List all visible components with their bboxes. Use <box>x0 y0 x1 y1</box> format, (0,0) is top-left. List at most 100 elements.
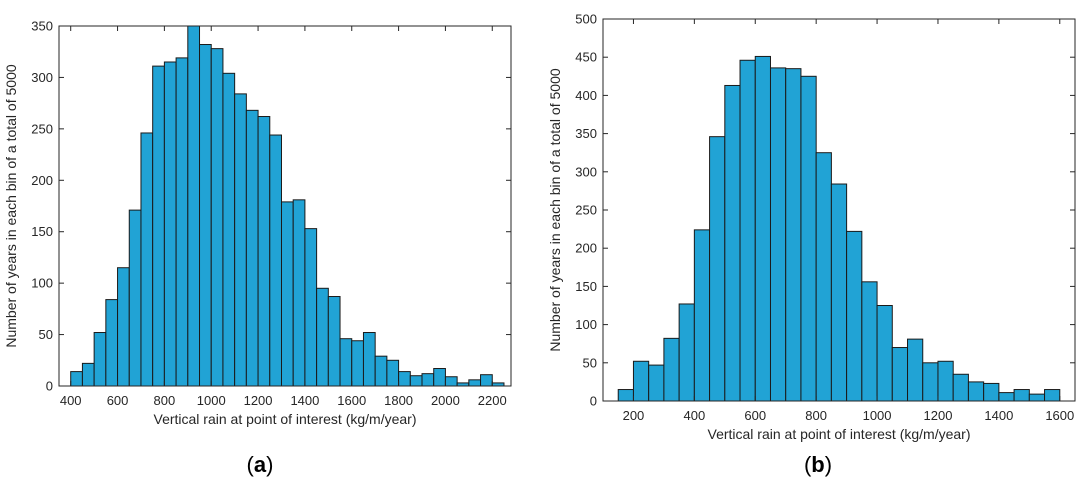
bar-b-28 <box>1044 389 1061 402</box>
x-tick-label-a-5: 1400 <box>290 393 319 408</box>
bar-a-10 <box>187 25 201 387</box>
bar-b-15 <box>846 230 863 402</box>
panel-label-a-open: ( <box>247 452 255 477</box>
bar-b-5 <box>693 229 711 402</box>
bar-a-32 <box>444 376 458 387</box>
y-tick-label-a-4: 200 <box>31 173 53 188</box>
x-axis-label-a: Vertical rain at point of interest (kg/m… <box>154 411 417 427</box>
y-tick-label-b-9: 450 <box>575 50 597 65</box>
x-tick-label-b-1: 400 <box>684 408 706 423</box>
bar-a-13 <box>222 72 236 387</box>
panel-label-a-letter: a <box>254 452 267 477</box>
bar-a-21 <box>316 287 329 387</box>
bar-a-34 <box>468 379 482 387</box>
bar-b-27 <box>1028 393 1046 402</box>
y-tick-label-a-6: 300 <box>31 70 53 85</box>
y-tick-label-b-6: 300 <box>575 164 597 179</box>
y-axis-label-b: Number of years in each bin of a total o… <box>547 68 563 351</box>
bar-b-17 <box>876 305 893 402</box>
panel-label-b: (b) <box>804 452 832 477</box>
bar-b-3 <box>663 337 680 402</box>
bar-a-25 <box>362 332 376 387</box>
y-tick-label-b-0: 0 <box>590 394 597 409</box>
y-axis-label-a: Number of years in each bin of a total o… <box>3 64 19 347</box>
panel-label-b-letter: b <box>811 452 824 477</box>
x-tick-label-a-1: 600 <box>107 393 129 408</box>
bar-b-6 <box>709 136 726 402</box>
bar-a-1 <box>81 362 95 387</box>
y-tick-label-a-1: 50 <box>39 327 53 342</box>
bar-a-26 <box>374 355 388 387</box>
x-axis-label-b: Vertical rain at point of interest (kg/m… <box>708 426 971 442</box>
bar-a-18 <box>280 201 294 387</box>
axes-frame-a <box>58 25 512 387</box>
bar-b-8 <box>739 59 756 402</box>
x-tick-label-a-9: 2200 <box>478 393 507 408</box>
y-tick-label-b-3: 150 <box>575 279 597 294</box>
bar-a-9 <box>175 57 189 387</box>
y-tick-label-a-2: 100 <box>31 276 53 291</box>
bar-a-28 <box>398 371 411 387</box>
x-tick-label-b-5: 1200 <box>924 408 953 423</box>
y-tick-label-b-8: 400 <box>575 88 597 103</box>
bar-b-18 <box>891 347 909 402</box>
bar-a-20 <box>304 228 318 387</box>
bar-b-21 <box>937 360 954 402</box>
bar-b-7 <box>724 84 741 402</box>
y-tick-label-b-5: 250 <box>575 203 597 218</box>
bar-a-11 <box>199 44 212 387</box>
x-tick-label-a-3: 1000 <box>197 393 226 408</box>
bar-a-30 <box>421 373 435 387</box>
bar-a-31 <box>433 368 446 387</box>
bar-b-16 <box>861 281 878 402</box>
bar-b-11 <box>785 68 802 402</box>
panel-label-b-close: ) <box>825 452 832 477</box>
y-tick-label-a-7: 350 <box>31 19 53 34</box>
bar-a-27 <box>386 359 400 387</box>
bar-b-14 <box>830 183 848 402</box>
bar-a-19 <box>292 199 306 387</box>
panel-label-a-close: ) <box>266 452 273 477</box>
x-tick-label-b-7: 1600 <box>1045 408 1074 423</box>
bar-a-2 <box>93 332 107 387</box>
bar-b-13 <box>815 152 832 402</box>
bar-a-24 <box>351 340 364 387</box>
bar-b-9 <box>754 55 771 402</box>
bar-a-29 <box>409 375 423 387</box>
bar-a-16 <box>257 116 271 387</box>
bar-a-7 <box>152 65 165 387</box>
x-tick-label-b-3: 800 <box>805 408 827 423</box>
bar-b-2 <box>648 364 665 402</box>
bar-a-0 <box>70 371 83 387</box>
bar-b-24 <box>983 382 1000 402</box>
x-tick-label-a-0: 400 <box>60 393 82 408</box>
y-tick-label-b-7: 350 <box>575 126 597 141</box>
x-tick-label-a-4: 1200 <box>244 393 273 408</box>
x-tick-label-a-2: 800 <box>154 393 176 408</box>
bar-a-6 <box>140 132 154 387</box>
bar-a-14 <box>234 93 247 387</box>
bar-b-1 <box>632 360 650 402</box>
x-tick-label-b-2: 600 <box>744 408 766 423</box>
bar-a-3 <box>105 299 119 387</box>
panel-label-b-open: ( <box>804 452 812 477</box>
chart-b: 200 400 600 800 1000 1200 1400 1600 0 50 100 150 200… <box>547 12 1076 442</box>
bar-a-22 <box>327 296 341 387</box>
bar-b-26 <box>1013 389 1030 402</box>
x-tick-label-a-8: 2000 <box>431 393 460 408</box>
y-tick-label-a-0: 0 <box>46 379 53 394</box>
x-tick-label-b-0: 200 <box>623 408 645 423</box>
bar-a-8 <box>163 61 177 387</box>
bar-b-23 <box>967 381 985 402</box>
bar-b-10 <box>769 67 787 402</box>
y-tick-label-b-10: 500 <box>575 12 597 27</box>
y-tick-label-b-1: 50 <box>583 355 597 370</box>
bar-b-12 <box>800 75 817 402</box>
x-tick-label-b-4: 1000 <box>863 408 892 423</box>
bar-a-15 <box>245 109 259 387</box>
bar-b-19 <box>907 338 924 402</box>
x-tick-label-a-7: 1800 <box>384 393 413 408</box>
bar-a-23 <box>339 338 353 387</box>
bar-b-22 <box>952 373 969 402</box>
